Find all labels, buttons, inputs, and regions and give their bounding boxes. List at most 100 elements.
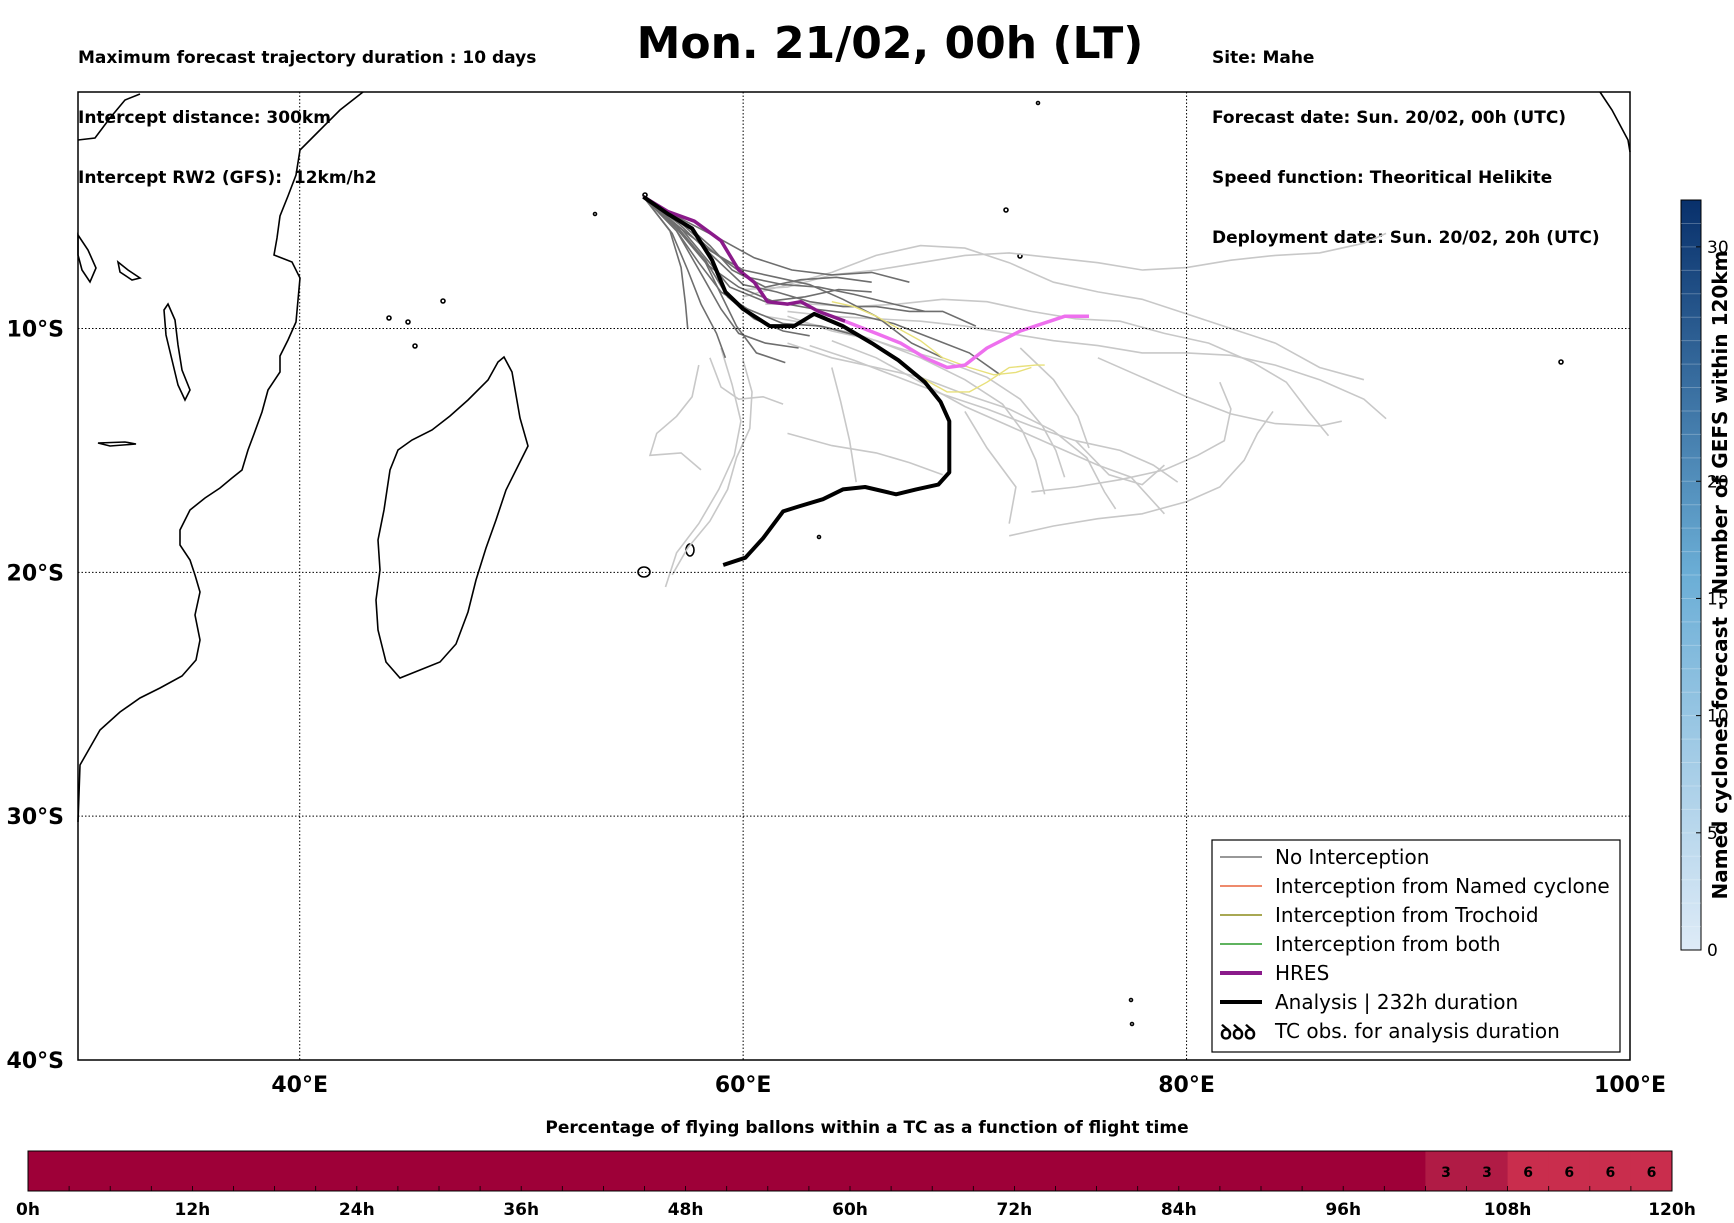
- bottom-colorbar-title: Percentage of flying ballons within a TC…: [545, 1118, 1189, 1138]
- header-left-line: Intercept distance: 300km: [78, 108, 331, 128]
- bottom-colorbar-cell: [808, 1151, 851, 1191]
- gefs-track-light: [664, 347, 742, 588]
- bottom-colorbar-cell: [1302, 1151, 1344, 1191]
- island-marker: [1128, 997, 1134, 1003]
- bottom-colorbar-cell: [274, 1151, 317, 1191]
- bottom-colorbar-cell: [603, 1151, 645, 1191]
- bottom-colorbar-cell: [1425, 1151, 1467, 1191]
- lat-tick-label: 20°S: [7, 561, 64, 586]
- header-left-line: Intercept RW2 (GFS): 12km/h2: [78, 168, 377, 188]
- header-right: Site: Mahe Forecast date: Sun. 20/02, 00…: [1212, 8, 1600, 268]
- bottom-colorbar-cell-value: 6: [1647, 1165, 1657, 1181]
- island-marker: [592, 211, 598, 217]
- header-right-line: Site: Mahe: [1212, 48, 1315, 68]
- gefs-track-light: [787, 432, 943, 476]
- right-colorbar-tick-label: 10: [1707, 707, 1729, 727]
- bottom-colorbar-cell: [1589, 1151, 1632, 1191]
- bottom-colorbar-cell: [1014, 1151, 1056, 1191]
- horn-coastline: [77, 93, 141, 141]
- gefs-track-no-interception: [642, 196, 926, 313]
- bottom-colorbar-cell: [1384, 1151, 1426, 1191]
- gefs-track-light: [1075, 440, 1165, 486]
- bottom-colorbar-cell: [397, 1151, 440, 1191]
- lat-tick-label: 10°S: [7, 318, 64, 343]
- bottom-colorbar-cell: [1055, 1151, 1098, 1191]
- bottom-colorbar-cell-value: 6: [1605, 1165, 1615, 1181]
- legend-label: HRES: [1275, 961, 1329, 985]
- legend-label: Interception from Trochoid: [1275, 903, 1539, 927]
- coastline-layer: [77, 91, 1631, 1027]
- hres-track-late: [844, 314, 1089, 370]
- bottom-colorbar-cell: [726, 1151, 769, 1191]
- legend-label: Interception from both: [1275, 932, 1501, 956]
- gefs-track-trochoid: [920, 364, 1045, 393]
- bottom-colorbar-cell: [1261, 1151, 1303, 1191]
- right-colorbar-tick-label: 0: [1707, 941, 1718, 961]
- bottom-colorbar-cell: [521, 1151, 563, 1191]
- right-colorbar-tick-label: 15: [1707, 589, 1729, 609]
- bottom-colorbar-cell-value: 6: [1564, 1165, 1574, 1181]
- analysis-track-line: [642, 195, 952, 567]
- lat-tick-label: 30°S: [7, 805, 64, 830]
- island-marker: [440, 298, 446, 304]
- bottom-colorbar-frame: [27, 1150, 1673, 1192]
- gefs-track-light: [648, 364, 702, 471]
- legend-symbol: ꝺꝺꝺ: [1220, 1020, 1256, 1044]
- bottom-colorbar-cell: [480, 1151, 522, 1191]
- map-frame: [77, 91, 1631, 1061]
- island-marker: [1129, 1021, 1135, 1027]
- gefs-track-light: [787, 315, 1046, 495]
- bottom-colorbar-cell: [685, 1151, 728, 1191]
- island-marker: [386, 315, 392, 321]
- gefs-track-light: [831, 367, 857, 483]
- gefs-track-light: [742, 244, 1365, 381]
- gefs-track-no-interception: [642, 196, 689, 329]
- gefs-track-light: [787, 310, 1387, 420]
- bottom-colorbar-cell: [1137, 1151, 1180, 1191]
- header-left: Maximum forecast trajectory duration : 1…: [78, 8, 536, 208]
- bottom-colorbar-cell: [1343, 1151, 1385, 1191]
- bottom-colorbar-cell: [356, 1151, 399, 1191]
- bottom-colorbar-tick-label: 60h: [832, 1200, 868, 1220]
- bottom-colorbar-cell: [644, 1151, 687, 1191]
- island-marker: [1003, 207, 1009, 213]
- legend-label: TC obs. for analysis duration: [1274, 1019, 1560, 1043]
- bottom-colorbar-tick-label: 108h: [1484, 1200, 1532, 1220]
- gefs-track-light: [765, 315, 1066, 478]
- gefs-track-no-interception: [642, 196, 786, 364]
- gefs-track-trochoid: [831, 301, 1032, 376]
- lon-tick-label: 40°E: [271, 1073, 328, 1098]
- bottom-colorbar-cell: [1630, 1151, 1673, 1191]
- header-right-line: Deployment date: Sun. 20/02, 20h (UTC): [1212, 228, 1600, 248]
- madagascar-coastline: [375, 355, 529, 679]
- bottom-colorbar-cell: [192, 1151, 234, 1191]
- bottom-colorbar-tick-label: 36h: [503, 1200, 539, 1220]
- bottom-colorbar-cell: [69, 1151, 111, 1191]
- gefs-track-no-interception: [642, 196, 910, 283]
- map-gridlines: [78, 92, 1630, 1060]
- gefs-light-tracks: [648, 232, 1387, 588]
- bottom-colorbar-tick-label: 72h: [997, 1200, 1033, 1220]
- lon-tick-label: 100°E: [1594, 1073, 1666, 1098]
- bottom-colorbar-tick-label: 48h: [668, 1200, 704, 1220]
- header-right-line: Speed function: Theoritical Helikite: [1212, 168, 1553, 188]
- gefs-track-light: [709, 357, 784, 405]
- gefs-track-light: [809, 344, 1179, 483]
- bottom-colorbar-cell: [28, 1151, 70, 1191]
- lakes-outline: [163, 302, 191, 402]
- bottom-colorbar-cell: [439, 1151, 481, 1191]
- right-colorbar-label: Named cyclones forecast - Number of GEFS…: [1708, 251, 1732, 900]
- bottom-colorbar-cell: [315, 1151, 358, 1191]
- lakes-outline: [97, 441, 137, 447]
- island-marker: [1035, 100, 1041, 106]
- africa-coastline: [77, 91, 364, 823]
- bottom-colorbar-cell: [850, 1151, 892, 1191]
- island-marker: [816, 534, 822, 540]
- bottom-colorbar-cell-value: 6: [1523, 1165, 1533, 1181]
- gefs-track-light: [831, 339, 1165, 515]
- bottom-colorbar-cell: [891, 1151, 933, 1191]
- bottom-colorbar-cell: [1548, 1151, 1591, 1191]
- bottom-colorbar-cell: [1466, 1151, 1509, 1191]
- gefs-track-light: [765, 298, 1330, 437]
